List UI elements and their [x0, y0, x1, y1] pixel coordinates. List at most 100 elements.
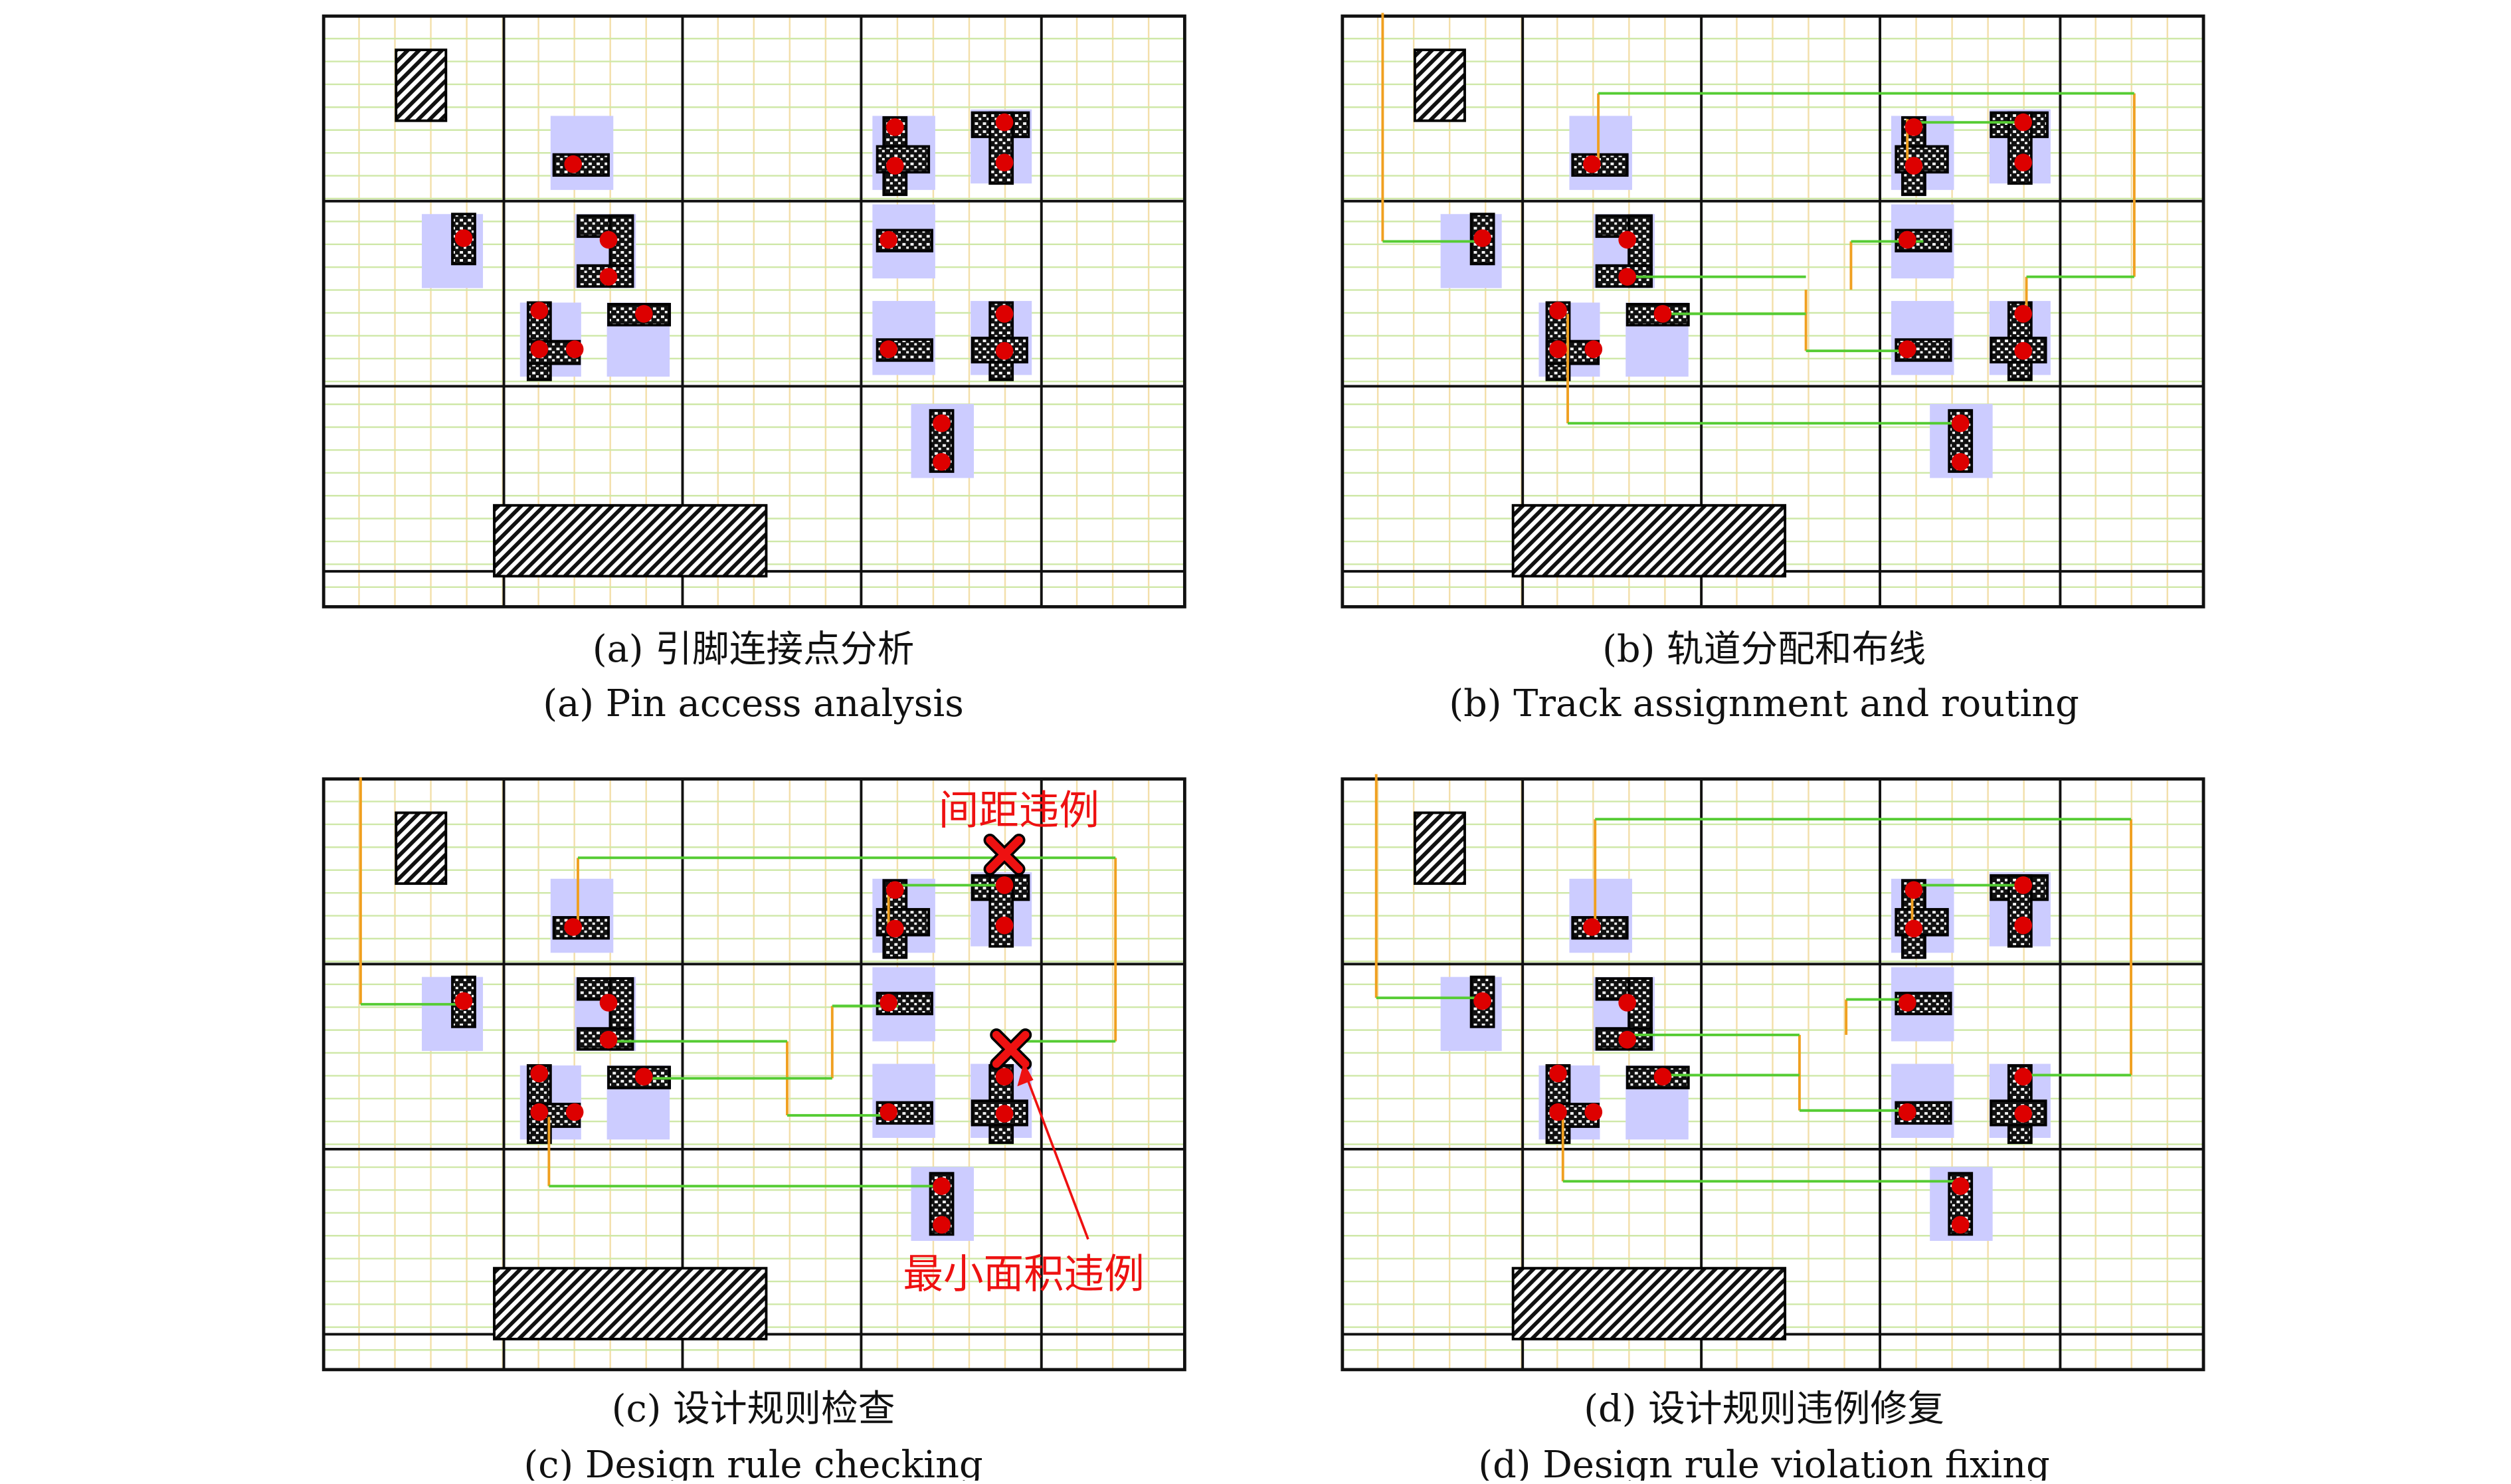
- pin-access-point: [2014, 153, 2033, 172]
- pin-access-point: [1905, 881, 1923, 899]
- blockage-icon: [1413, 811, 1466, 885]
- panel-frame: [322, 777, 1186, 1372]
- arrow-head-icon: [1017, 1062, 1034, 1087]
- caption-chinese: (a) 引脚连接点分析: [593, 628, 914, 671]
- pin-access-point: [885, 881, 904, 899]
- pin-access-point: [454, 992, 473, 1010]
- pin-access-point: [2014, 1067, 2033, 1086]
- pin-access-point: [565, 340, 584, 359]
- pin-access-point: [933, 414, 951, 432]
- panel-d: (d) 设计规则违例修复 (d) Design rule violation fi…: [1341, 774, 2205, 1484]
- caption-chinese: (d) 设计规则违例修复: [1584, 1387, 1944, 1430]
- caption-chinese: (b) 轨道分配和布线: [1602, 628, 1926, 671]
- pin-access-point: [1653, 1067, 1672, 1086]
- routing-grid: [322, 777, 1186, 1372]
- pin-access-point: [1549, 302, 1567, 320]
- pin-access-point: [880, 1103, 897, 1121]
- pin-access-point: [1583, 918, 1601, 936]
- pin-access-point: [1618, 1030, 1636, 1049]
- pin-access-region: [550, 878, 614, 953]
- pin-shape: [552, 916, 610, 940]
- min-area-violation-label: 最小面积违例: [903, 1251, 1144, 1297]
- pin-access-point: [933, 1216, 951, 1234]
- pin-access-point: [995, 113, 1014, 132]
- pin-access-point: [880, 231, 897, 249]
- pin-access-point: [1549, 340, 1567, 359]
- panel-c: (c) 设计规则检查 (c) Design rule checking 间距违例最小…: [322, 777, 1186, 1484]
- pin-access-point: [1583, 155, 1601, 173]
- pin-shape: [577, 977, 634, 1051]
- pin-access-point: [885, 919, 904, 938]
- panel-b: (b) 轨道分配和布线 (b) Track assignment and rout…: [1341, 13, 2205, 725]
- pin-access-point: [1951, 1216, 1970, 1234]
- pin-access-point: [1618, 994, 1636, 1012]
- pin-access-point: [1584, 1103, 1603, 1121]
- pin-access-point: [635, 305, 653, 323]
- pin-access-region: [1569, 116, 1632, 190]
- pin-access-point: [880, 340, 897, 359]
- routed-nets: [359, 777, 1117, 1188]
- pin-access-region: [1891, 1064, 1954, 1138]
- pin-access-point: [933, 453, 951, 471]
- pin-access-point: [1905, 157, 1923, 175]
- pin-access-point: [880, 994, 897, 1012]
- blockage-icon: [1511, 1267, 1787, 1341]
- panel-frame: [1341, 777, 2205, 1372]
- pin-access-point: [1618, 268, 1636, 286]
- blockage-icon: [395, 811, 448, 885]
- spacing-violation-label: 间距违例: [939, 787, 1099, 834]
- caption-english: (c) Design rule checking: [524, 1443, 983, 1481]
- pin-access-region: [1891, 301, 1954, 375]
- pin-access-point: [885, 118, 904, 136]
- pin-access-point: [599, 268, 618, 286]
- caption-english: (d) Design rule violation fixing: [1478, 1443, 2049, 1481]
- pin-access-point: [1905, 118, 1923, 136]
- pin-access-point: [2014, 113, 2033, 132]
- pin-access-point: [1898, 340, 1916, 359]
- pin-access-point: [995, 1067, 1014, 1086]
- pin-access-point: [2014, 916, 2033, 935]
- pin-access-point: [1549, 1064, 1567, 1083]
- pin-access-point: [635, 1067, 653, 1086]
- pin-access-point: [599, 994, 618, 1012]
- caption-chinese: (c) 设计规则检查: [612, 1387, 895, 1430]
- min-area-violation-marker-icon: [990, 1028, 1032, 1071]
- pin-access-point: [995, 341, 1014, 360]
- pin-access-point: [1584, 340, 1603, 359]
- pin-access-point: [1951, 1177, 1970, 1195]
- blockage-icon: [395, 48, 448, 122]
- pin-access-point: [2014, 876, 2033, 894]
- pin-access-point: [530, 1103, 549, 1121]
- panel-frame: [322, 14, 1186, 608]
- pin-access-region: [872, 1064, 935, 1138]
- caption-english: (a) Pin access analysis: [543, 682, 963, 725]
- pin-access-point: [995, 1105, 1014, 1123]
- pin-access-point: [565, 1103, 584, 1121]
- pin-access-point: [1905, 919, 1923, 938]
- panel-a: (a) 引脚连接点分析 (a) Pin access analysis: [322, 14, 1186, 725]
- spacing-violation-marker-icon: [983, 834, 1026, 876]
- pin-access-region: [550, 116, 614, 190]
- blockage-icon: [1511, 504, 1787, 578]
- pin-access-point: [1951, 414, 1970, 432]
- blockage-icon: [493, 1267, 768, 1341]
- pin-access-point: [1549, 1103, 1567, 1121]
- pin-access-point: [1473, 229, 1491, 247]
- routed-nets: [1374, 774, 2132, 1183]
- pin-access-point: [1898, 994, 1916, 1012]
- blockage-icon: [1413, 48, 1466, 122]
- blockage-icon: [493, 504, 768, 578]
- pin-access-point: [1898, 1103, 1916, 1121]
- pin-access-point: [564, 155, 583, 173]
- pin-access-point: [1653, 305, 1672, 323]
- pin-access-point: [1618, 231, 1636, 249]
- pin-access-point: [2014, 305, 2033, 323]
- pin-access-point: [995, 153, 1014, 172]
- pin-access-point: [564, 918, 583, 936]
- pin-access-point: [933, 1177, 951, 1195]
- pin-access-point: [454, 229, 473, 247]
- panel-frame: [1341, 14, 2205, 608]
